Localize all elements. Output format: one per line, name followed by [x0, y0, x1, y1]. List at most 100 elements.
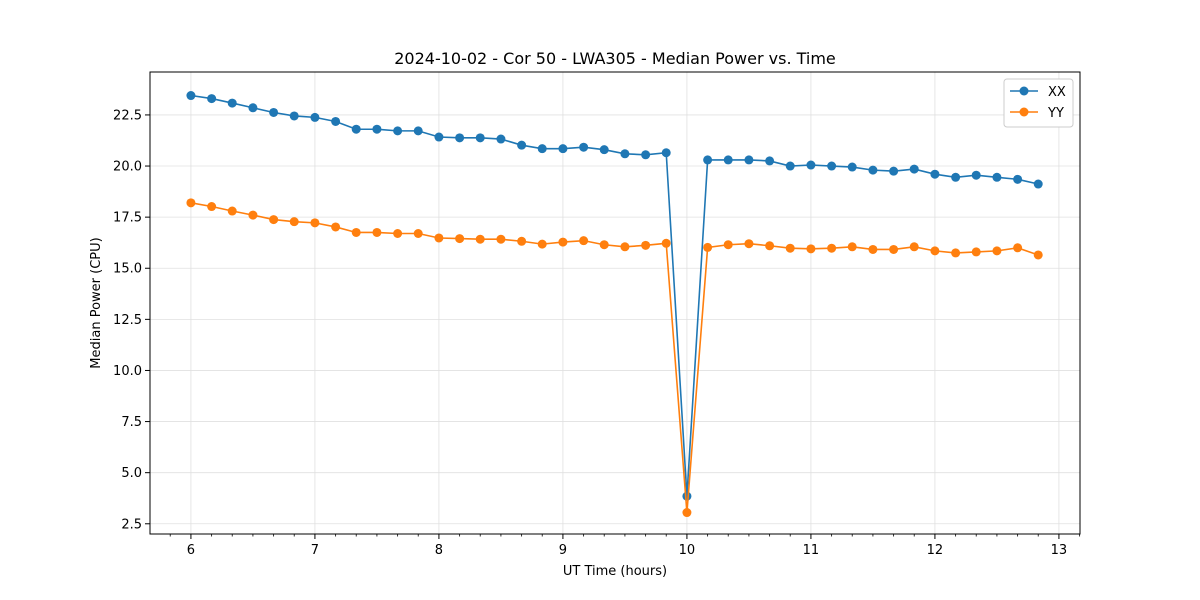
legend-yy-label: YY — [1047, 106, 1064, 121]
series-yy-point — [227, 206, 237, 216]
series-xx-point — [744, 155, 754, 165]
series-yy-point — [682, 508, 692, 518]
series-yy-point — [620, 242, 630, 252]
series-yy-point — [434, 233, 444, 243]
series-yy-point — [723, 240, 733, 250]
plot-frame — [149, 71, 1081, 535]
series-xx-point — [827, 161, 837, 171]
series-xx-point — [909, 164, 919, 174]
y-tick-label: 12.5 — [113, 313, 142, 328]
x-tick-label: 8 — [435, 543, 443, 558]
series-xx-point — [579, 142, 589, 152]
series-yy-point — [703, 242, 713, 252]
series-yy-point — [930, 246, 940, 256]
series-xx-point — [207, 94, 217, 104]
series-xx-point — [1013, 174, 1023, 184]
series-yy-point — [951, 248, 961, 258]
series-yy-point — [455, 234, 465, 244]
series-yy-point — [1013, 243, 1023, 253]
x-tick-label: 10 — [679, 543, 696, 558]
series-xx-point — [971, 170, 981, 180]
series-yy-point — [475, 234, 485, 244]
grid-layer — [150, 72, 1080, 534]
series-yy-point — [186, 198, 196, 208]
series-xx-point — [785, 161, 795, 171]
series-xx-point — [992, 172, 1002, 182]
y-tick-label: 15.0 — [113, 262, 142, 277]
series-xx-point — [806, 160, 816, 170]
y-tick-label: 17.5 — [113, 211, 142, 226]
x-tick-label: 12 — [927, 543, 944, 558]
x-tick-label: 9 — [559, 543, 567, 558]
series-xx-point — [620, 149, 630, 159]
series-yy-point — [971, 247, 981, 257]
x-tick-label: 7 — [311, 543, 319, 558]
series-yy-point — [889, 244, 899, 254]
series-yy-point — [599, 240, 609, 250]
series-yy-point — [1033, 250, 1043, 260]
series-xx-point — [558, 144, 568, 154]
y-axis-label: Median Power (CPU) — [89, 237, 104, 368]
series-yy-point — [289, 217, 299, 227]
series-xx-point — [847, 162, 857, 172]
series-yy-point — [579, 236, 589, 246]
series-xx-point — [455, 133, 465, 143]
series-xx-point — [372, 124, 382, 134]
series-yy-point — [537, 239, 547, 249]
series-yy-point — [827, 243, 837, 253]
series-xx-point — [351, 124, 361, 134]
series-xx-point — [248, 103, 258, 113]
y-tick-label: 2.5 — [121, 517, 142, 532]
x-axis-label: UT Time (hours) — [563, 564, 667, 579]
series-layer — [186, 91, 1043, 518]
series-yy-point — [661, 238, 671, 248]
series-xx-point — [269, 107, 279, 117]
series-yy-point — [992, 246, 1002, 256]
series-yy-point — [744, 239, 754, 249]
series-yy-point — [785, 243, 795, 253]
series-yy-point — [496, 234, 506, 244]
series-xx-point — [1033, 179, 1043, 189]
series-xx-point — [723, 155, 733, 165]
series-xx-point — [868, 165, 878, 175]
series-xx-point — [475, 133, 485, 143]
series-xx-point — [393, 126, 403, 136]
series-yy-point — [765, 241, 775, 251]
series-yy-point — [806, 244, 816, 254]
chart-title: 2024-10-02 - Cor 50 - LWA305 - Median Po… — [394, 49, 836, 68]
series-yy-point — [351, 227, 361, 237]
x-tick-label: 6 — [187, 543, 195, 558]
series-yy-point — [269, 215, 279, 225]
x-tick-label: 13 — [1051, 543, 1068, 558]
series-yy-point — [558, 237, 568, 247]
series-yy-point — [413, 228, 423, 238]
legend-yy-marker — [1019, 107, 1029, 117]
series-yy-point — [248, 210, 258, 220]
series-xx-point — [496, 134, 506, 144]
series-xx-point — [765, 156, 775, 166]
series-yy-point — [868, 244, 878, 254]
series-xx-point — [434, 132, 444, 142]
series-yy-point — [517, 236, 527, 246]
legend-xx-label: XX — [1048, 85, 1066, 100]
series-xx-point — [889, 166, 899, 176]
series-xx-point — [331, 116, 341, 126]
series-xx-point — [641, 150, 651, 160]
series-yy-point — [847, 242, 857, 252]
x-tick-label: 11 — [803, 543, 820, 558]
y-tick-label: 5.0 — [121, 466, 142, 481]
series-yy-point — [207, 202, 217, 212]
series-xx-point — [661, 148, 671, 158]
series-xx-point — [517, 140, 527, 150]
series-xx-point — [951, 172, 961, 182]
series-yy-point — [310, 218, 320, 228]
y-tick-label: 22.5 — [113, 108, 142, 123]
series-xx-point — [227, 98, 237, 108]
y-tick-label: 10.0 — [113, 364, 142, 379]
series-xx-point — [599, 145, 609, 155]
series-xx-point — [682, 491, 692, 501]
series-xx-point — [186, 91, 196, 101]
series-xx-point — [703, 155, 713, 165]
